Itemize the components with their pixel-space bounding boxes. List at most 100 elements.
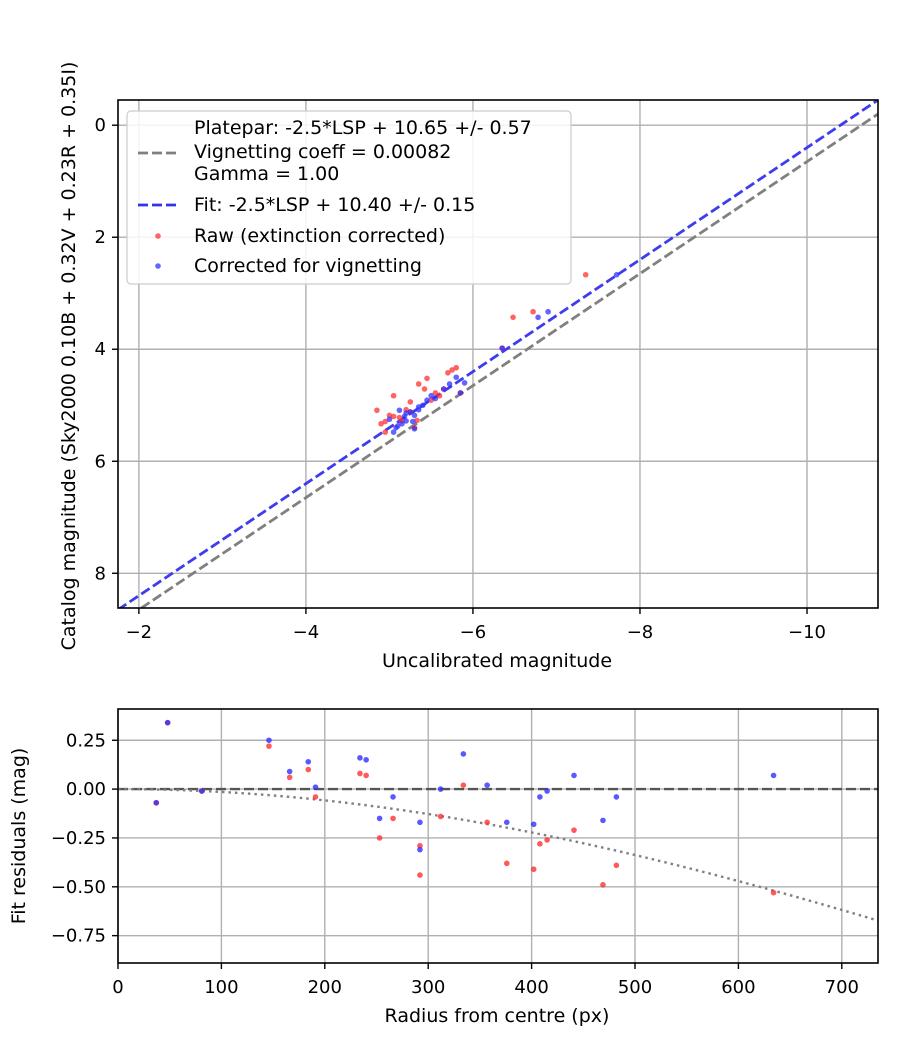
corrected-residual-point (390, 794, 396, 800)
bottom-y-tick-label: 0.25 (66, 730, 106, 751)
vignetting-curve (118, 787, 878, 922)
legend-corrected-label: Corrected for vignetting (194, 255, 422, 277)
top-y-axis-label: Catalog magnitude (Sky2000 0.10B + 0.32V… (58, 62, 80, 651)
raw-residual-point (613, 862, 620, 869)
corrected-residual-point (770, 772, 777, 779)
corrected-residual-point (286, 768, 293, 775)
bottom-y-tick-label: 0.00 (66, 779, 106, 800)
raw-point (436, 392, 443, 399)
bottom-x-axis-label: Radius from centre (px) (385, 1005, 610, 1027)
corrected-residual-point (198, 788, 205, 794)
corrected-residual-point (613, 794, 620, 800)
bottom-y-tick-label: −0.25 (51, 828, 106, 849)
raw-residual-point (503, 860, 510, 867)
corrected-point (545, 308, 551, 315)
corrected-residual-point (312, 784, 319, 790)
corrected-point (386, 416, 393, 423)
raw-residual-point (376, 835, 383, 841)
legend-raw-label: Raw (extinction corrected) (194, 225, 445, 247)
bottom-x-tick-label: 700 (825, 977, 859, 998)
corrected-point (393, 424, 399, 431)
corrected-point (440, 386, 447, 392)
corrected-residual-point (437, 786, 444, 792)
raw-point (510, 314, 516, 321)
corrected-residual-point (600, 817, 606, 824)
top-plot-area (118, 100, 878, 608)
bottom-x-tick-label: 500 (618, 977, 652, 998)
corrected-residual-point (305, 758, 312, 765)
corrected-point (403, 418, 409, 424)
raw-point (432, 390, 439, 396)
corrected-residual-point (530, 821, 537, 828)
corrected-residual-point (537, 794, 543, 800)
raw-residual-point (460, 782, 467, 788)
raw-residual-point (600, 882, 606, 888)
legend-fit-label: Fit: -2.5*LSP + 10.40 +/- 0.15 (194, 194, 475, 216)
legend: Platepar: -2.5*LSP + 10.65 +/- 0.57 Vign… (126, 110, 572, 285)
corrected-point (411, 412, 418, 419)
corrected-residual-point (460, 751, 467, 757)
corrected-point (410, 418, 416, 425)
corrected-residual-point (363, 757, 369, 763)
top-y-tick-label: 4 (95, 339, 106, 360)
legend-raw-marker (155, 233, 161, 239)
top-y-tick-label: 2 (95, 227, 106, 248)
raw-point (424, 375, 430, 382)
bottom-y-tick-label: −0.75 (51, 926, 106, 947)
raw-point (374, 407, 380, 414)
top-axes-frame (117, 99, 879, 609)
raw-point (378, 420, 384, 427)
raw-residual-point (286, 774, 293, 781)
bottom-x-ticks: 0 100 200 300 400 500 600 700 (112, 963, 859, 998)
corrected-point (453, 374, 460, 381)
raw-residual-point (266, 743, 272, 749)
platepar-line (138, 112, 878, 608)
raw-point (396, 414, 403, 421)
top-y-tick-label: 6 (95, 451, 106, 472)
top-y-tick-label: 0 (95, 115, 106, 136)
corrected-point (411, 425, 418, 432)
corrected-residual-point (153, 799, 160, 806)
corrected-residual-point (544, 788, 550, 794)
top-x-tick-label: −8 (627, 622, 654, 643)
legend-gamma-label: Gamma = 1.00 (194, 163, 339, 185)
corrected-residual-point (376, 815, 383, 822)
bottom-chart: 0 100 200 300 400 500 600 700 0.25 0.00 −0.25 −0.5… (8, 708, 879, 1027)
raw-point (453, 364, 460, 371)
raw-point (390, 392, 397, 399)
corrected-point (428, 392, 434, 399)
corrected-residual-point (164, 719, 171, 726)
corrected-point (457, 390, 464, 396)
raw-point (582, 271, 589, 278)
corrected-point (424, 397, 430, 404)
bottom-x-tick-label: 300 (411, 977, 445, 998)
bottom-grid (117, 709, 878, 963)
top-x-tick-label: −6 (460, 622, 487, 643)
corrected-point (415, 404, 422, 410)
bottom-y-ticks: 0.25 0.00 −0.25 −0.50 −0.75 (51, 730, 118, 947)
corrected-point (461, 380, 468, 386)
raw-residual-point (437, 813, 444, 820)
corrected-point (403, 410, 409, 416)
raw-point (382, 418, 389, 425)
corrected-residual-point (571, 772, 577, 779)
top-x-tick-label: −4 (293, 622, 320, 643)
bottom-scatter-points (153, 719, 777, 896)
raw-residual-point (312, 794, 319, 800)
corrected-residual-point (266, 737, 272, 744)
raw-residual-point (544, 837, 550, 843)
top-y-tick-label: 8 (95, 563, 106, 584)
raw-residual-point (363, 772, 369, 779)
corrected-residual-point (503, 819, 510, 826)
raw-point (445, 369, 451, 376)
raw-point (382, 429, 389, 435)
legend-box (126, 110, 572, 285)
raw-residual-point (770, 889, 777, 896)
raw-residual-point (417, 872, 423, 878)
bottom-plot-area (118, 719, 878, 922)
legend-platepar-label: Platepar: -2.5*LSP + 10.65 +/- 0.57 (194, 117, 532, 139)
bottom-y-axis-label: Fit residuals (mag) (8, 748, 30, 925)
raw-residual-point (417, 842, 423, 849)
raw-point (407, 399, 414, 405)
